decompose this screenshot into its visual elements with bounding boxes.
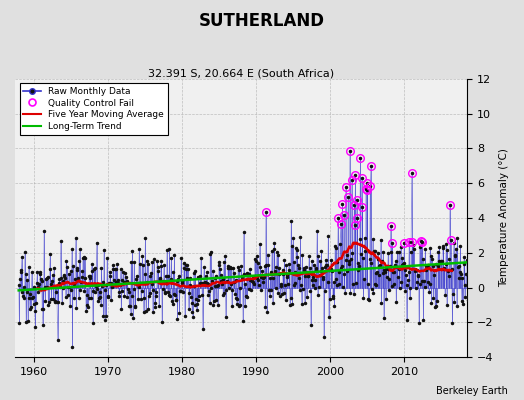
Title: 32.391 S, 20.664 E (South Africa): 32.391 S, 20.664 E (South Africa)	[148, 68, 334, 78]
Y-axis label: Temperature Anomaly (°C): Temperature Anomaly (°C)	[499, 148, 509, 288]
Text: SUTHERLAND: SUTHERLAND	[199, 12, 325, 30]
Text: Berkeley Earth: Berkeley Earth	[436, 386, 508, 396]
Legend: Raw Monthly Data, Quality Control Fail, Five Year Moving Average, Long-Term Tren: Raw Monthly Data, Quality Control Fail, …	[19, 83, 168, 135]
